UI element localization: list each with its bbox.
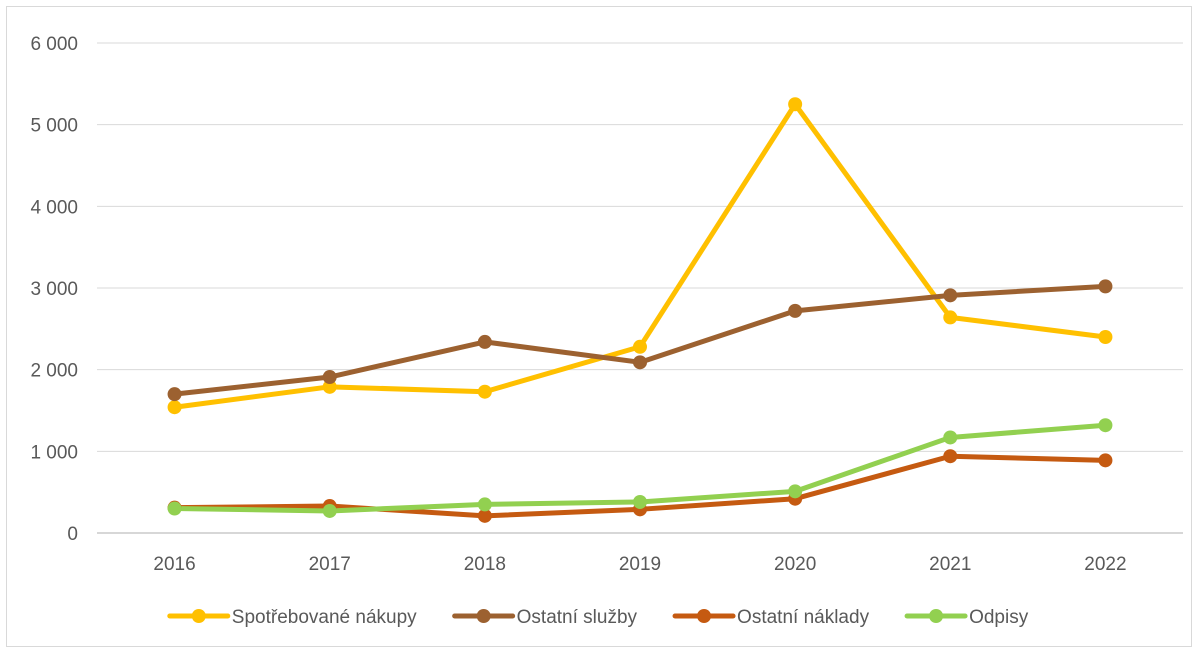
- data-point: [167, 501, 182, 516]
- data-point: [633, 355, 647, 370]
- data-point: [477, 334, 492, 349]
- chart-frame: [6, 6, 1192, 647]
- data-point: [943, 449, 958, 464]
- data-point: [633, 339, 647, 354]
- legend-label: Ostatní náklady: [737, 607, 870, 628]
- y-tick-label: 0: [67, 524, 78, 545]
- legend-swatch-marker: [929, 609, 944, 623]
- y-tick-label: 3 000: [30, 279, 78, 300]
- y-tick-label: 6 000: [30, 34, 78, 55]
- x-axis-tick-labels: 2016 2017 2018 2019 2020 2021 2022: [153, 554, 1126, 575]
- data-point: [322, 379, 337, 394]
- legend-item: Odpisy: [904, 607, 1029, 628]
- legend-swatch-marker: [191, 609, 206, 623]
- y-tick-label: 5 000: [30, 116, 78, 137]
- legend: Spotřebované nákupy Ostatní služby Ostatní…: [167, 607, 1029, 628]
- x-tick-label: 2022: [1084, 554, 1126, 575]
- series-points: [167, 97, 1113, 523]
- x-tick-label: 2016: [153, 554, 195, 575]
- data-point: [167, 387, 182, 402]
- data-point: [1098, 453, 1113, 468]
- y-tick-label: 1 000: [30, 442, 78, 463]
- data-point: [1098, 279, 1113, 294]
- y-tick-label: 2 000: [30, 361, 78, 382]
- data-point: [1098, 330, 1113, 344]
- data-point: [788, 97, 803, 112]
- data-point: [477, 384, 492, 399]
- legend-item: Ostatní náklady: [672, 607, 870, 628]
- gridlines: [97, 42, 1183, 534]
- legend-swatch-marker: [476, 609, 491, 623]
- data-point: [633, 494, 647, 509]
- data-point: [322, 370, 337, 385]
- x-tick-label: 2017: [309, 554, 351, 575]
- y-tick-label: 4 000: [30, 197, 78, 218]
- legend-label: Odpisy: [969, 607, 1029, 628]
- data-point: [167, 400, 182, 415]
- x-tick-label: 2019: [619, 554, 661, 575]
- data-point: [477, 497, 492, 512]
- legend-label: Ostatní služby: [517, 607, 638, 628]
- data-point: [477, 508, 492, 523]
- data-point: [943, 310, 958, 325]
- x-tick-label: 2021: [929, 554, 971, 575]
- legend-item: Ostatní služby: [452, 607, 638, 628]
- x-tick-label: 2020: [774, 554, 816, 575]
- legend-label: Spotřebované nákupy: [232, 607, 417, 628]
- data-point: [788, 303, 803, 318]
- x-tick-label: 2018: [464, 554, 506, 575]
- data-point: [1098, 418, 1113, 433]
- legend-item: Spotřebované nákupy: [167, 607, 417, 628]
- data-point: [943, 430, 958, 445]
- data-point: [788, 484, 803, 499]
- legend-swatch-marker: [697, 609, 712, 623]
- data-point: [322, 503, 337, 518]
- series-lines: [172, 101, 1108, 519]
- y-axis-tick-labels: 0 1 000 2 000 3 000 4 000 5 000 6 000: [30, 34, 78, 545]
- data-point: [943, 288, 958, 303]
